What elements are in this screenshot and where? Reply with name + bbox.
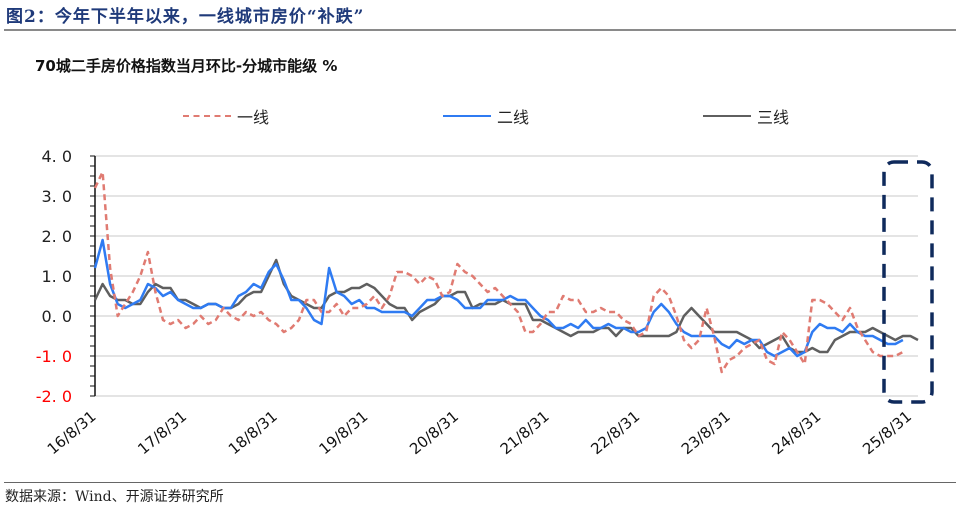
legend-label: 一线 (237, 108, 270, 127)
x-tick-label: 21/8/31 (497, 407, 553, 458)
x-tick-label: 24/8/31 (769, 407, 825, 458)
chart-subtitle: 70城二手房价格指数当月环比-分城市能级 % (35, 57, 338, 75)
figure-title: 图2：今年下半年以来，一线城市房价“补跌” (6, 7, 365, 27)
line-chart: 4. 0 3. 0 2. 0 1. 0 0. 0 -1. 0 -2. 016/8/31 17/… (36, 147, 934, 458)
legend-item-tier2: 二线 (443, 104, 529, 128)
source-divider (4, 482, 956, 483)
x-tick-label: 22/8/31 (587, 407, 643, 458)
legend-item-tier1: 一线 (183, 104, 269, 128)
y-tick-label: 1. 0 (41, 267, 72, 286)
x-tick-label: 23/8/31 (678, 407, 734, 458)
x-tick-label: 25/8/31 (859, 407, 915, 458)
x-tick-label: 20/8/31 (406, 407, 462, 458)
data-source-note: 数据来源：Wind、开源证券研究所 (5, 489, 224, 505)
solid-line-swatch-icon (443, 115, 491, 117)
y-tick-label: 2. 0 (41, 227, 72, 246)
y-tick-label: -2. 0 (36, 387, 72, 406)
legend-label: 三线 (757, 108, 790, 127)
legend-label: 二线 (497, 108, 530, 127)
legend-item-tier3: 三线 (703, 104, 789, 128)
y-tick-label: 3. 0 (41, 187, 72, 206)
x-tick-label: 18/8/31 (225, 407, 281, 458)
solid-line-swatch-icon (703, 115, 751, 117)
x-tick-label: 16/8/31 (44, 407, 100, 458)
dashed-line-swatch-icon (183, 115, 231, 117)
title-divider (4, 29, 956, 31)
x-tick-label: 17/8/31 (134, 407, 190, 458)
y-tick-label: -1. 0 (36, 347, 72, 366)
series-line-tier1 (93, 170, 904, 374)
y-tick-label: 4. 0 (41, 147, 72, 166)
highlight-box (882, 160, 934, 404)
series-line-tier2 (93, 238, 904, 358)
y-tick-label: 0. 0 (41, 307, 72, 326)
x-tick-label: 19/8/31 (316, 407, 372, 458)
legend: 一线 二线 三线 (0, 104, 960, 130)
